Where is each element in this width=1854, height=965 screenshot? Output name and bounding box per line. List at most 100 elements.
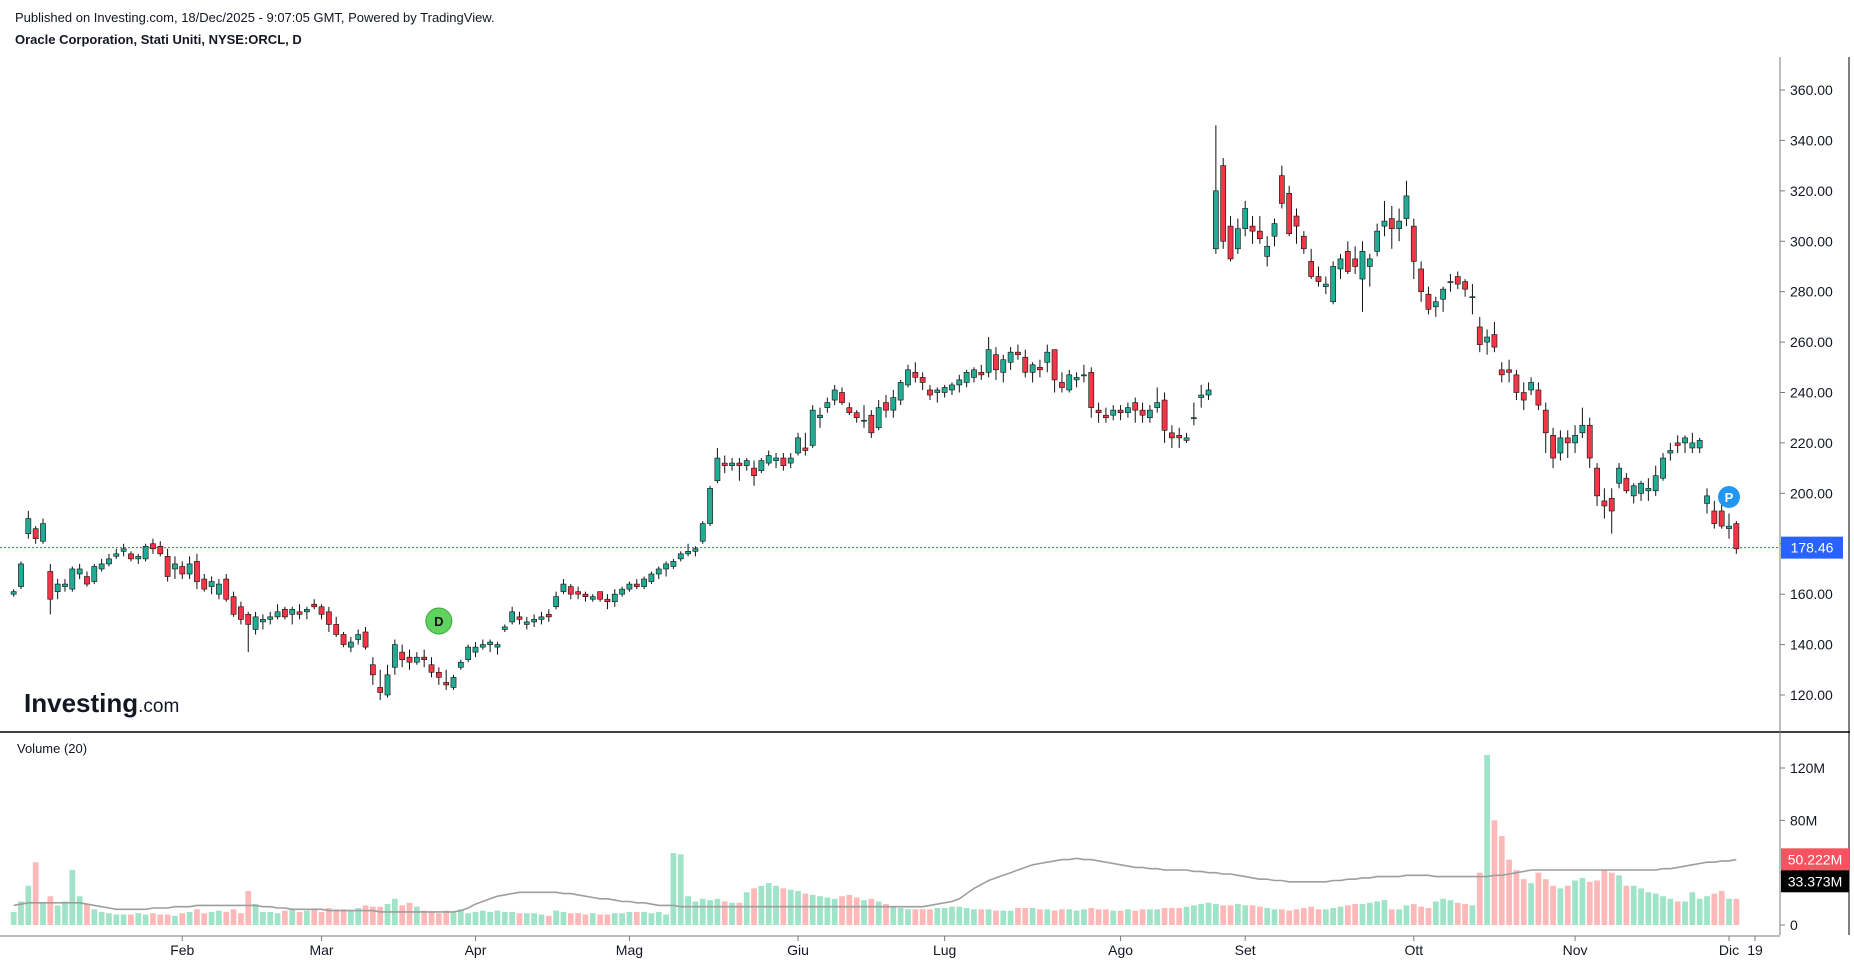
candle — [435, 667, 442, 685]
candle — [787, 453, 794, 469]
volume-bar — [809, 894, 816, 925]
candle-body — [369, 664, 376, 676]
candle-body — [1007, 351, 1014, 363]
volume-bar — [435, 913, 442, 925]
candle-body — [597, 591, 603, 600]
candle — [1169, 425, 1175, 448]
volume-bar — [575, 913, 581, 925]
volume-bar — [245, 890, 252, 925]
candle — [670, 558, 677, 569]
volume-bar — [62, 901, 68, 925]
time-tick-label: Giu — [787, 942, 809, 958]
volume-bar — [1667, 898, 1674, 925]
candle-body — [560, 583, 567, 592]
volume-bar — [98, 911, 105, 925]
candle — [883, 395, 889, 418]
candle-body — [1176, 435, 1183, 439]
volume-bar — [1125, 909, 1131, 925]
candle-body — [1271, 223, 1278, 237]
candle-body — [1469, 296, 1476, 299]
volume-tick-label: 80M — [1790, 812, 1817, 828]
candle-body — [949, 384, 955, 391]
price-tick-label: 140.00 — [1790, 637, 1833, 653]
candle — [487, 639, 494, 653]
volume-bar — [164, 914, 171, 925]
volume-bar — [472, 911, 479, 925]
candle-body — [1535, 389, 1542, 406]
candle-body — [340, 634, 347, 645]
candle-body — [912, 372, 919, 378]
candle-body — [1051, 349, 1058, 381]
candle-body — [1286, 193, 1293, 234]
candle-body — [721, 462, 728, 466]
candle — [1410, 218, 1417, 280]
last-price-label: 178.46 — [1791, 540, 1834, 556]
candle — [1542, 402, 1549, 453]
candle — [604, 594, 611, 610]
volume-bar — [377, 906, 384, 925]
candle-body — [150, 543, 156, 550]
dividend-marker — [425, 607, 453, 635]
candle — [1491, 321, 1498, 353]
candle — [84, 571, 90, 587]
volume-bar — [106, 913, 112, 925]
candle-body — [714, 457, 721, 482]
volume-bar — [494, 910, 501, 925]
candle — [802, 432, 809, 456]
volume-bar — [633, 911, 640, 925]
candle-body — [890, 397, 897, 411]
candle — [1645, 478, 1652, 501]
volume-bar — [1044, 909, 1051, 925]
volume-bar — [1682, 901, 1688, 925]
candle-body — [941, 387, 948, 393]
candle — [780, 453, 787, 471]
candle — [861, 405, 867, 428]
volume-bar — [655, 911, 662, 925]
candle — [274, 604, 281, 620]
candle-body — [238, 606, 244, 620]
candle-body — [751, 467, 757, 476]
candle-body — [391, 644, 398, 668]
last-price-badge — [1781, 536, 1843, 559]
candle-body — [1594, 467, 1600, 497]
candle-body — [802, 447, 809, 451]
volume-bar — [1029, 907, 1036, 925]
time-tick-label: Apr — [465, 942, 487, 958]
candle-body — [1542, 409, 1549, 434]
volume-bar — [1330, 907, 1337, 925]
candle — [267, 611, 274, 625]
volume-bar — [1227, 905, 1234, 925]
volume-bar — [1623, 885, 1630, 925]
volume-bar — [875, 901, 882, 925]
price-tick-label: 280.00 — [1790, 284, 1833, 300]
candle-body — [1645, 487, 1652, 492]
volume-bar — [1051, 910, 1058, 925]
volume-bar — [1220, 905, 1227, 925]
candle-body — [985, 349, 992, 373]
volume-bar — [113, 914, 120, 925]
volume-bar — [1322, 909, 1329, 925]
candle-body — [157, 545, 164, 555]
candle-body — [1169, 432, 1175, 439]
candle-body — [1704, 495, 1710, 504]
candle-body — [1491, 334, 1498, 348]
candle — [978, 364, 985, 380]
candle-body — [465, 646, 472, 661]
volume-bar — [142, 914, 149, 925]
candle-body — [1213, 190, 1219, 250]
candle — [1191, 402, 1197, 426]
candle — [1374, 223, 1381, 257]
candle-body — [1498, 369, 1505, 376]
volume-bar — [230, 909, 237, 925]
symbol-title[interactable]: Oracle Corporation, Stati Uniti, NYSE:OR… — [15, 32, 302, 47]
volume-bar — [883, 904, 889, 925]
volume-bar — [1088, 907, 1095, 925]
candle-body — [69, 568, 76, 590]
candle — [1359, 241, 1366, 312]
volume-bars — [10, 754, 1740, 925]
candle — [1557, 430, 1564, 461]
candle — [1623, 473, 1630, 494]
candle-body — [135, 556, 142, 560]
volume-bar — [670, 853, 677, 925]
